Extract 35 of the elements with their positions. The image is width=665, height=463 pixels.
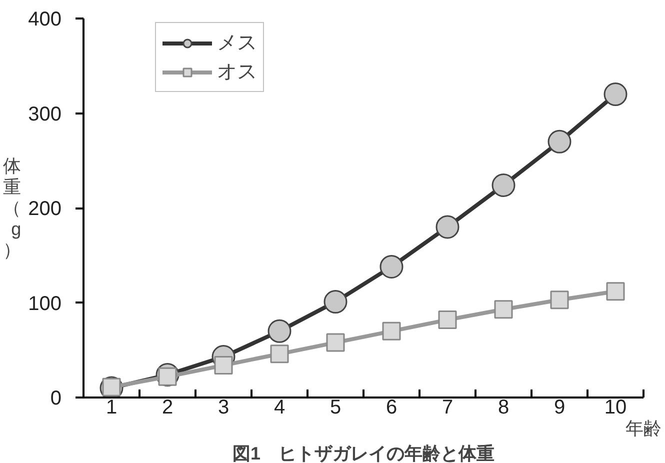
point: [494, 300, 513, 319]
x-axis-title: 年齢: [626, 418, 662, 438]
point: [548, 130, 572, 154]
point: [380, 255, 404, 278]
point: [436, 215, 460, 239]
x-tick-label: 5: [330, 396, 342, 418]
x-tick-label: 8: [498, 396, 510, 418]
text: 図1 ヒトザガレイの年齢と体重: [232, 444, 495, 463]
point: [214, 356, 233, 375]
point: [268, 319, 292, 343]
y-tick-label: 200: [28, 198, 62, 220]
point: [604, 82, 628, 106]
x-tick-label: 3: [218, 396, 230, 418]
y-axis-title: 体重（g）: [3, 156, 22, 260]
point: [606, 282, 625, 301]
legend-label: メス: [217, 31, 257, 56]
y-tick-label: 300: [28, 103, 62, 126]
point: [326, 333, 345, 352]
x-tick-label: 10: [604, 396, 627, 418]
x-tick-label: 1: [106, 396, 118, 418]
point: [550, 290, 569, 310]
x-tick-label: 4: [274, 396, 286, 418]
point: [438, 310, 457, 330]
point: [492, 174, 516, 197]
y-tick-label: 0: [50, 388, 62, 410]
x-tick-label: 6: [386, 396, 398, 418]
point: [324, 290, 348, 314]
legend-label: オス: [217, 60, 257, 85]
point: [382, 322, 401, 340]
point: [270, 344, 289, 364]
x-tick-label: 2: [162, 396, 174, 418]
y-tick-label: 400: [28, 8, 62, 30]
x-tick-label: 7: [442, 396, 454, 418]
y-tick-label: 100: [28, 292, 62, 315]
x-tick-label: 9: [554, 396, 566, 418]
